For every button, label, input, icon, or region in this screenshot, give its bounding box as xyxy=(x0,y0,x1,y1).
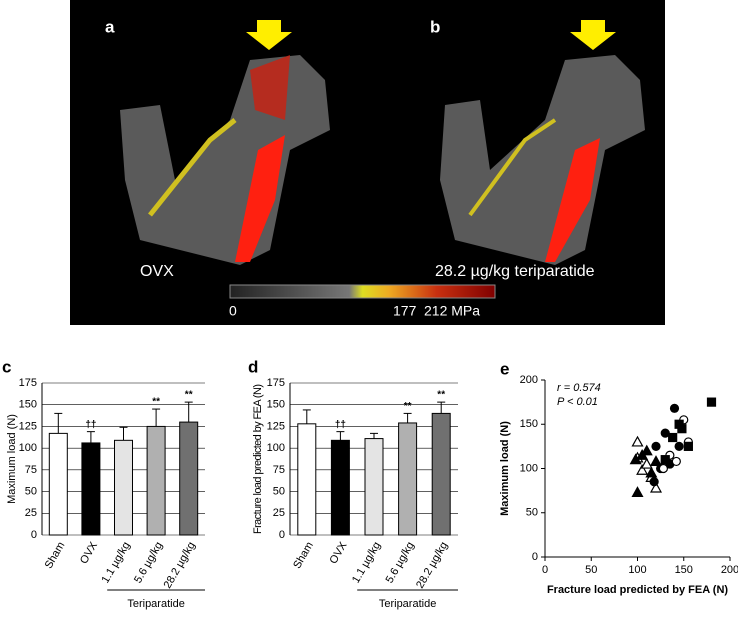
bar xyxy=(146,425,166,536)
point xyxy=(674,441,684,451)
x-tick-label: 50 xyxy=(585,564,597,576)
annotation: ** xyxy=(437,390,445,401)
y-tick-label: 150 xyxy=(520,418,538,430)
point xyxy=(668,432,678,443)
bar xyxy=(48,432,68,536)
x-axis-label: Fracture load predicted by FEA (N) xyxy=(547,584,728,596)
colorbar-label: 177 xyxy=(393,303,417,319)
x-tick-label: 150 xyxy=(675,564,693,576)
y-tick-label: 125 xyxy=(267,420,285,432)
bar xyxy=(179,421,199,536)
panel-label: b xyxy=(430,17,440,36)
annotation: ** xyxy=(185,390,193,401)
point xyxy=(649,477,659,487)
y-tick-label: 200 xyxy=(520,374,538,386)
x-tick-label: 200 xyxy=(721,564,738,576)
x-tick-label: 28.2 µg/kg xyxy=(414,540,450,591)
panel-label: e xyxy=(500,359,509,378)
point xyxy=(677,424,687,434)
bar xyxy=(364,438,384,536)
annotation: †† xyxy=(85,419,96,430)
x-tick-label: 1.1 µg/kg xyxy=(350,540,383,585)
bar xyxy=(431,412,451,536)
point xyxy=(640,457,653,469)
y-tick-label: 150 xyxy=(19,399,37,411)
y-tick-label: 50 xyxy=(25,485,37,497)
point xyxy=(706,397,717,407)
point xyxy=(660,455,670,465)
x-tick-label: OVX xyxy=(78,539,100,566)
x-tick-label: 1.1 µg/kg xyxy=(99,540,132,585)
y-axis-label: Maximum load (N) xyxy=(6,414,18,504)
colorbar xyxy=(229,284,496,299)
y-tick-label: 175 xyxy=(267,377,285,389)
colorbar-label: 0 xyxy=(229,303,237,319)
y-tick-label: 100 xyxy=(19,442,37,454)
colorbar-label: 212 MPa xyxy=(424,303,480,319)
x-tick-label: 5.6 µg/kg xyxy=(384,540,417,585)
point xyxy=(683,441,693,451)
x-tick-label: Sham xyxy=(291,540,316,571)
panel-label: d xyxy=(248,357,258,376)
y-tick-label: 100 xyxy=(520,462,538,474)
group-label: Teriparatide xyxy=(127,598,184,610)
y-tick-label: 25 xyxy=(25,507,37,519)
x-tick-label: 0 xyxy=(542,564,548,576)
y-tick-label: 100 xyxy=(267,442,285,454)
y-tick-label: 50 xyxy=(273,485,285,497)
annotation: †† xyxy=(335,419,346,430)
x-tick-label: 28.2 µg/kg xyxy=(162,540,198,591)
y-tick-label: 50 xyxy=(526,507,538,519)
y-tick-label: 175 xyxy=(19,377,37,389)
x-tick-label: 5.6 µg/kg xyxy=(132,540,165,585)
point xyxy=(658,463,669,474)
y-axis-label: Maximum load (N) xyxy=(499,421,511,516)
point xyxy=(649,481,663,493)
y-axis-label: Fracture load predicted by FEA (N) xyxy=(252,384,264,534)
y-tick-label: 125 xyxy=(19,420,37,432)
y-tick-label: 0 xyxy=(279,529,285,541)
y-tick-label: 150 xyxy=(267,399,285,411)
x-tick-label: OVX xyxy=(328,539,350,566)
y-tick-label: 0 xyxy=(31,529,37,541)
bar xyxy=(297,423,317,536)
group-label: Teriparatide xyxy=(379,598,436,610)
y-tick-label: 25 xyxy=(273,507,285,519)
point xyxy=(651,441,661,451)
point xyxy=(631,435,644,447)
y-tick-label: 0 xyxy=(532,551,538,563)
point xyxy=(645,466,658,478)
point xyxy=(669,403,680,413)
point xyxy=(671,456,681,467)
panel-label: a xyxy=(105,17,115,36)
point xyxy=(629,453,642,465)
y-tick-label: 75 xyxy=(273,464,285,476)
annotation: ** xyxy=(404,401,412,412)
caption: OVX xyxy=(140,263,174,280)
bone-a xyxy=(120,20,330,265)
annotation: P < 0.01 xyxy=(557,396,598,408)
point xyxy=(640,444,653,456)
bone-b xyxy=(440,20,645,265)
caption: 28.2 µg/kg teriparatide xyxy=(435,263,595,280)
bar xyxy=(330,439,350,536)
point xyxy=(660,428,670,438)
y-tick-label: 75 xyxy=(25,464,37,476)
annotation: ** xyxy=(152,397,160,408)
x-tick-label: Sham xyxy=(43,540,68,571)
panel-label: c xyxy=(2,357,11,376)
point xyxy=(636,464,649,475)
point xyxy=(649,455,663,467)
x-tick-label: 100 xyxy=(628,564,646,576)
bar xyxy=(114,439,133,536)
bar xyxy=(81,442,101,536)
bar xyxy=(398,422,418,536)
point xyxy=(631,486,644,497)
annotation: r = 0.574 xyxy=(557,382,601,394)
